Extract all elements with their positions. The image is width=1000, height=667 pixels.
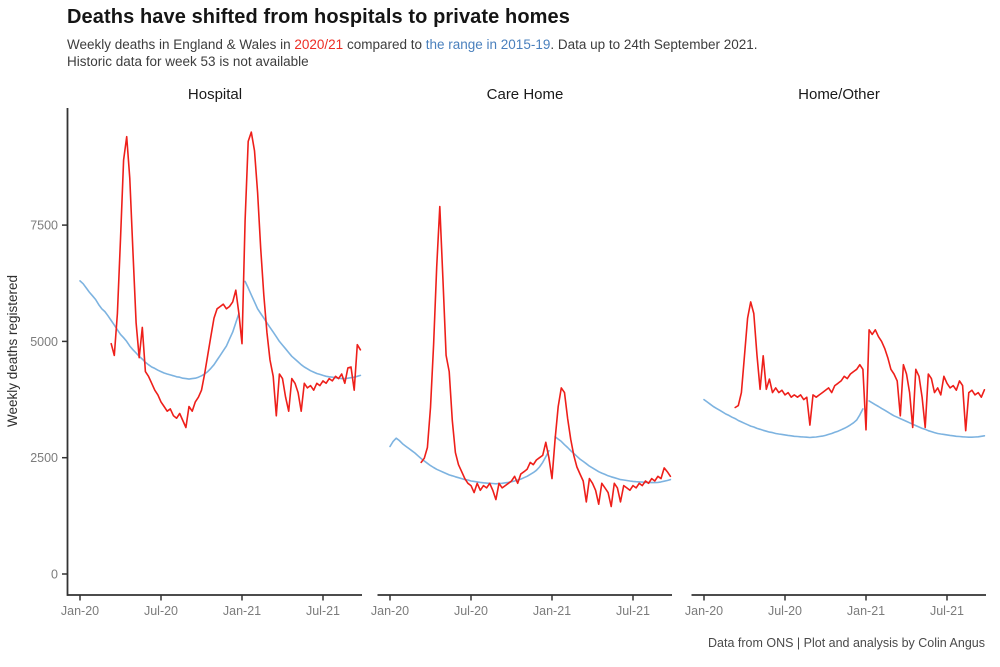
x-axis-tick-label: Jan-20: [371, 604, 409, 618]
series-2015-19-line-home-other: [703, 398, 986, 439]
subtitle-text: Weekly deaths in England & Wales in: [67, 37, 295, 52]
series-2020-21-line-hospital: [110, 131, 362, 429]
facet-title-hospital: Hospital: [187, 86, 243, 103]
x-axis-tick-label: Jan-21: [847, 604, 885, 618]
x-axis-tick-label: Jul-21: [616, 604, 650, 618]
page-title: Deaths have shifted from hospitals to pr…: [67, 6, 570, 28]
x-axis-tick-label: Jul-20: [144, 604, 178, 618]
subtitle-line2: Historic data for week 53 is not availab…: [67, 54, 309, 69]
y-axis-tick-label: 0: [51, 568, 58, 582]
x-axis-tick-label: Jul-21: [930, 604, 964, 618]
x-axis-tick-label: Jul-20: [768, 604, 802, 618]
subtitle-text: . Data up to 24th September 2021.: [550, 37, 758, 52]
x-axis-tick-label: Jul-21: [306, 604, 340, 618]
facet-title-home-other: Home/Other: [798, 86, 880, 103]
x-axis-tick-label: Jul-20: [454, 604, 488, 618]
y-axis-tick-label: 5000: [30, 335, 58, 349]
x-axis-tick-label: Jan-20: [61, 604, 99, 618]
x-axis-tick-label: Jan-20: [685, 604, 723, 618]
source-caption: Data from ONS | Plot and analysis by Col…: [708, 636, 985, 650]
subtitle-range-highlight: the range in 2015-19: [425, 37, 551, 52]
facet-title-care-home: Care Home: [486, 86, 564, 103]
subtitle-text: compared to: [343, 37, 426, 52]
series-2015-19-line-hospital: [79, 280, 362, 380]
series-2020-21-line-home-other: [734, 301, 986, 432]
y-axis-tick-label: 2500: [30, 451, 58, 465]
subtitle-2020-21-highlight: 2020/21: [294, 37, 344, 52]
y-axis-tick-label: 7500: [30, 219, 58, 233]
chart-subtitle: Weekly deaths in England & Wales in 2020…: [67, 36, 967, 70]
series-2015-19-line-care-home: [389, 436, 672, 485]
x-axis-tick-label: Jan-21: [223, 604, 261, 618]
x-axis-tick-label: Jan-21: [533, 604, 571, 618]
series-2020-21-line-care-home: [420, 205, 672, 508]
